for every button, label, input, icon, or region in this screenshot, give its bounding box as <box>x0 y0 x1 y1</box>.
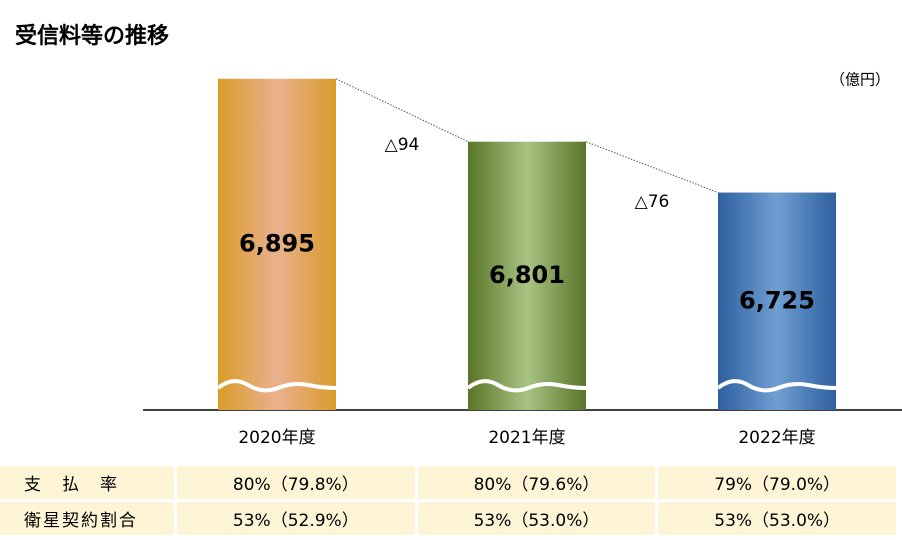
ratio-table: 支 払 率 80%（79.8%） 80%（79.6%） 79%（79.0%） 衛星契約割… <box>0 463 899 538</box>
table-row: 支 払 率 80%（79.8%） 80%（79.6%） 79%（79.0%） <box>0 466 896 499</box>
table-cell: 53%（52.9%） <box>177 502 415 535</box>
bar <box>218 78 336 411</box>
axis-break <box>466 379 587 393</box>
chart-title: 受信料等の推移 <box>15 23 169 49</box>
bar <box>468 141 586 410</box>
value-label: 6,801 <box>489 261 565 289</box>
x-tick-label: 2022年度 <box>738 428 815 448</box>
connector <box>335 78 469 143</box>
unit-label: （億円） <box>830 71 890 89</box>
x-tick-label: 2020年度 <box>238 428 315 448</box>
annotation: △76 <box>635 192 670 212</box>
table-cell: 53%（53.0%） <box>658 502 896 535</box>
axis-break <box>716 379 837 393</box>
value-label: 6,725 <box>739 286 815 314</box>
axis-break <box>216 379 337 393</box>
bar <box>718 192 836 410</box>
row-label: 衛星契約割合 <box>0 502 174 535</box>
x-tick-label: 2021年度 <box>488 428 565 448</box>
table-cell: 80%（79.8%） <box>177 466 415 499</box>
connector <box>585 141 719 194</box>
table-cell: 79%（79.0%） <box>658 466 896 499</box>
table-cell: 80%（79.6%） <box>417 466 656 499</box>
table-row: 衛星契約割合 53%（52.9%） 53%（53.0%） 53%（53.0%） <box>0 502 896 535</box>
table-cell: 53%（53.0%） <box>417 502 656 535</box>
row-label: 支 払 率 <box>0 466 174 499</box>
value-label: 6,895 <box>239 229 315 257</box>
chart: 受信料等の推移 （億円） 6,895 2020年度 6,801 2021年度 6,725… <box>15 23 902 448</box>
annotation: △94 <box>385 135 420 155</box>
